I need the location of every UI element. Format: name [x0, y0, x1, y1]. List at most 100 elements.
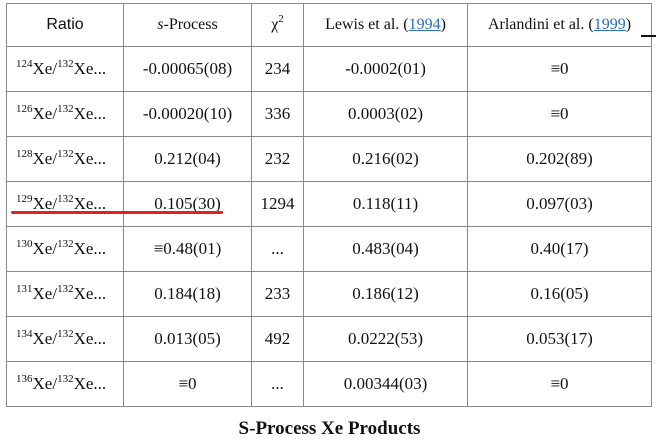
ratio-cell: 124Xe/132Xe... [6, 46, 124, 92]
header-lewis: Lewis et al. (1994) [303, 3, 468, 47]
header-arlandini-prefix: Arlandini et al. ( [487, 16, 594, 33]
table-row: 136Xe/132Xe... ≡0... 0.00344(03) ≡0 [6, 361, 652, 407]
reference-element: Xe... [73, 104, 107, 123]
lewis-value: 0.118(11) [303, 181, 468, 227]
xe-ratio-table: Ratio s-Process χ2 Lewis et al. (1994) A… [6, 3, 652, 407]
table-row: 126Xe/132Xe... -0.00020(10) 336 0.0003(02) ≡… [6, 91, 652, 137]
isotope-mass: 128 [16, 148, 33, 160]
reference-mass: 132 [57, 373, 74, 385]
lewis-value: -0.0002(01) [303, 46, 468, 92]
ratio-cell: 128Xe/132Xe... [6, 136, 124, 182]
element-symbol: Xe [32, 149, 53, 168]
reference-element: Xe... [73, 374, 107, 393]
chi-squared-value: 336 [251, 91, 304, 137]
element-symbol: Xe [32, 59, 53, 78]
chi-squared-value: 232 [251, 136, 304, 182]
isotope-mass: 131 [16, 283, 33, 295]
reference-mass: 132 [57, 238, 74, 250]
reference-element: Xe... [73, 239, 107, 258]
reference-mass: 132 [57, 148, 74, 160]
header-s-letter: s [157, 16, 164, 33]
header-chi-symbol: χ [271, 16, 279, 33]
reference-element: Xe... [73, 149, 107, 168]
table-row: 124Xe/132Xe... -0.00065(08) 234 -0.0002(01)… [6, 46, 652, 92]
header-lewis-suffix: ) [440, 16, 446, 33]
element-symbol: Xe [32, 104, 53, 123]
ratio-cell: 126Xe/132Xe... [6, 91, 124, 137]
isotope-mass: 124 [16, 58, 33, 70]
lewis-value: 0.186(12) [303, 271, 468, 317]
chi-squared-value: 492 [251, 316, 304, 362]
arlandini-value: 0.40(17) [467, 226, 652, 272]
s-process-value: -0.00020(10) [123, 91, 252, 137]
reference-element: Xe... [73, 194, 107, 213]
table-row: 129Xe/132Xe... 0.105(30) 1294 0.118(11) 0.09… [6, 181, 652, 227]
lewis-value: 0.216(02) [303, 136, 468, 182]
s-process-value: -0.00065(08) [123, 46, 252, 92]
ratio-cell: 129Xe/132Xe... [6, 181, 124, 227]
isotope-mass: 130 [16, 238, 33, 250]
isotope-mass: 136 [16, 373, 33, 385]
table-row: 134Xe/132Xe... 0.013(05) 492 0.0222(53) 0.05… [6, 316, 652, 362]
header-process-text: -Process [163, 16, 218, 33]
element-symbol: Xe [32, 329, 53, 348]
header-arlandini: Arlandini et al. (1999) [467, 3, 652, 47]
chi-squared-value: ... [251, 361, 304, 407]
reference-mass: 132 [57, 58, 74, 70]
arlandini-value: ≡0 [467, 46, 652, 92]
s-process-value: ≡0 [123, 361, 252, 407]
chi-squared-value: 234 [251, 46, 304, 92]
reference-element: Xe... [73, 59, 107, 78]
arlandini-value: 0.053(17) [467, 316, 652, 362]
cursor-mark [641, 35, 656, 37]
s-process-value: 0.105(30) [123, 181, 252, 227]
table-row: 128Xe/132Xe... 0.212(04) 232 0.216(02) 0.202… [6, 136, 652, 182]
table-row: 130Xe/132Xe... ≡0.48(01)... 0.483(04) 0.40(… [6, 226, 652, 272]
s-process-value: 0.013(05) [123, 316, 252, 362]
isotope-mass: 129 [16, 193, 33, 205]
ratio-cell: 131Xe/132Xe... [6, 271, 124, 317]
lewis-citation-link[interactable]: 1994 [408, 16, 441, 33]
arlandini-value: 0.097(03) [467, 181, 652, 227]
reference-mass: 132 [57, 193, 74, 205]
header-lewis-prefix: Lewis et al. ( [325, 16, 409, 33]
reference-mass: 132 [57, 103, 74, 115]
arlandini-citation-link[interactable]: 1999 [593, 16, 626, 33]
header-row: Ratio s-Process χ2 Lewis et al. (1994) A… [6, 3, 652, 47]
header-s-process: s-Process [123, 3, 252, 47]
lewis-value: 0.483(04) [303, 226, 468, 272]
lewis-value: 0.00344(03) [303, 361, 468, 407]
reference-mass: 132 [57, 328, 74, 340]
chi-squared-value: ... [251, 226, 304, 272]
chi-squared-value: 233 [251, 271, 304, 317]
arlandini-value: 0.16(05) [467, 271, 652, 317]
arlandini-value: ≡0 [467, 361, 652, 407]
header-chi-squared: χ2 [251, 3, 304, 47]
header-arlandini-suffix: ) [625, 16, 632, 33]
reference-element: Xe... [73, 329, 107, 348]
ratio-cell: 130Xe/132Xe... [6, 226, 124, 272]
s-process-value: 0.212(04) [123, 136, 252, 182]
arlandini-value: 0.202(89) [467, 136, 652, 182]
ratio-cell: 136Xe/132Xe... [6, 361, 124, 407]
reference-mass: 132 [57, 283, 74, 295]
header-chi-superscript: 2 [278, 13, 284, 25]
element-symbol: Xe [32, 194, 53, 213]
header-ratio: Ratio [6, 3, 124, 47]
lewis-value: 0.0222(53) [303, 316, 468, 362]
reference-element: Xe... [73, 284, 107, 303]
arlandini-value: ≡0 [467, 91, 652, 137]
isotope-mass: 134 [16, 328, 33, 340]
ratio-cell: 134Xe/132Xe... [6, 316, 124, 362]
s-process-value: ≡0.48(01) [123, 226, 252, 272]
s-process-value: 0.184(18) [123, 271, 252, 317]
element-symbol: Xe [32, 239, 53, 258]
isotope-mass: 126 [16, 103, 33, 115]
lewis-value: 0.0003(02) [303, 91, 468, 137]
table-caption: S-Process Xe Products [238, 418, 421, 439]
chi-squared-value: 1294 [251, 181, 304, 227]
table-row: 131Xe/132Xe... 0.184(18) 233 0.186(12) 0.16(… [6, 271, 652, 317]
element-symbol: Xe [32, 374, 53, 393]
highlight-underline [11, 211, 223, 214]
element-symbol: Xe [32, 284, 53, 303]
